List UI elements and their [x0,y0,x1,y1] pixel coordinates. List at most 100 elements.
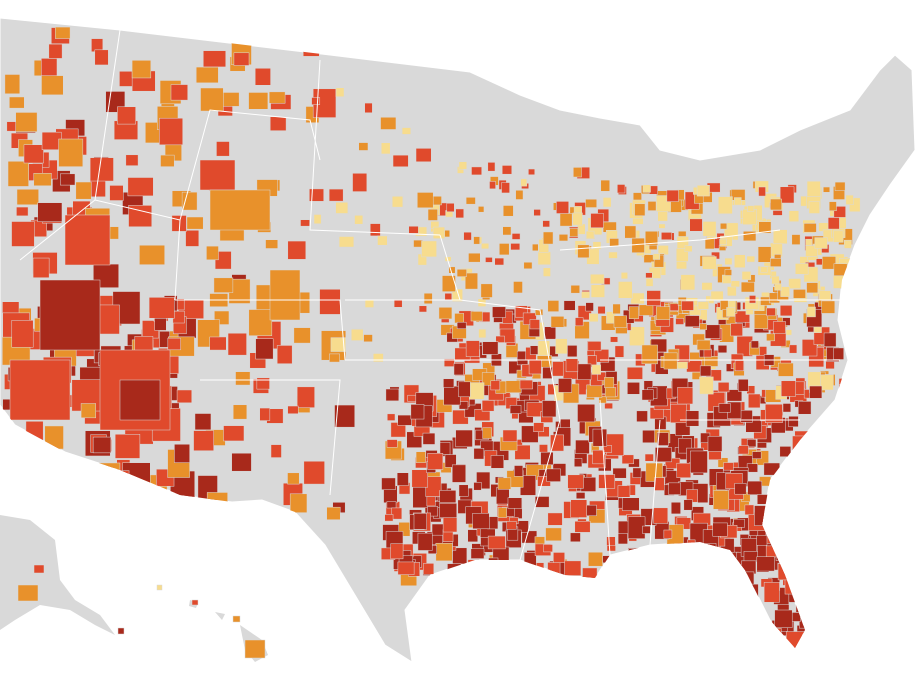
county [438,307,453,320]
county [844,239,852,249]
county [590,273,605,285]
county [590,284,605,298]
county [628,306,639,319]
county [756,494,768,505]
county [369,223,381,237]
county [570,532,581,543]
county [381,477,396,490]
county [789,344,798,354]
county [677,387,694,405]
county [680,274,696,291]
county [227,332,247,356]
county [645,277,654,287]
county [718,196,733,215]
county [641,389,654,401]
state-borders [19,29,840,561]
county [509,405,522,414]
county [550,316,565,328]
county [170,84,188,101]
county [319,289,341,315]
county [543,544,553,553]
county [614,345,625,358]
county [473,448,485,460]
county [334,404,355,428]
county [11,320,34,348]
county [396,472,409,486]
county [386,501,397,509]
county [733,518,745,528]
county [572,212,583,226]
county [487,162,496,172]
county [418,305,427,313]
county [617,532,628,545]
county [645,272,653,279]
county [541,400,557,418]
county [770,258,782,267]
county [446,203,455,213]
county [489,181,496,190]
county [467,529,479,543]
county [384,514,394,522]
county [689,218,703,232]
county [661,232,673,240]
county [591,364,601,375]
county [707,436,723,452]
county [16,189,39,206]
county [653,507,669,524]
county [763,582,780,603]
county [675,318,685,325]
county [590,213,604,228]
county [738,445,749,455]
county [805,245,818,257]
county [668,482,681,495]
county [752,451,762,459]
county [39,279,101,351]
county [704,324,721,339]
county [233,52,250,66]
county [387,413,396,421]
county [415,148,432,163]
county [734,197,742,206]
county [499,243,510,256]
county [581,291,591,299]
county [439,503,458,518]
county [276,345,293,364]
county [788,416,799,428]
county [610,336,619,343]
county [427,453,444,470]
county [41,75,64,96]
county [575,439,590,454]
county [502,226,512,236]
county [352,173,368,192]
county [779,305,793,317]
county [11,221,35,247]
county [720,223,728,230]
county [779,446,792,457]
county [636,410,648,422]
county [834,181,846,191]
county [514,465,524,477]
county [630,292,645,305]
county [222,92,240,107]
county [417,192,434,209]
county [411,469,429,488]
county [686,360,703,373]
county [544,326,557,340]
county [186,216,204,230]
county [335,87,345,97]
county [256,377,270,390]
county [172,310,185,324]
county [805,238,813,246]
county [244,639,266,659]
county [644,453,654,462]
county [397,414,412,426]
county [248,92,269,110]
county [441,275,456,292]
county [289,493,308,513]
county [534,496,550,508]
county [563,300,576,311]
county [663,529,673,539]
county [685,410,700,427]
county [521,530,538,544]
county [618,281,633,299]
